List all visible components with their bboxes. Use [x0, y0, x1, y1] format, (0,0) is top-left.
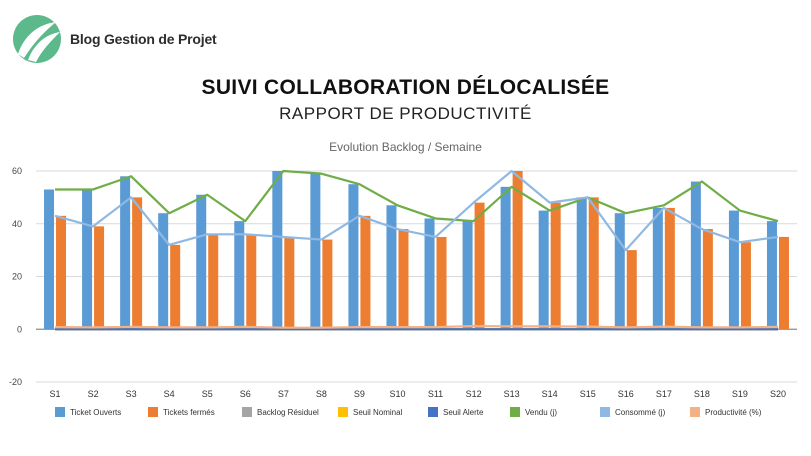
legend-swatch	[428, 407, 438, 417]
bar-ticket-ouverts	[424, 218, 435, 330]
bar-tickets-ferm-s	[778, 236, 789, 330]
legend-label: Seuil Nominal	[353, 408, 403, 417]
x-tick-label: S9	[354, 389, 365, 399]
bar-tickets-ferm-s	[664, 207, 675, 330]
x-tick-label: S14	[542, 389, 558, 399]
x-tick-label: S17	[656, 389, 672, 399]
bar-tickets-ferm-s	[284, 236, 295, 330]
legend-swatch	[690, 407, 700, 417]
legend-swatch	[510, 407, 520, 417]
legend-swatch	[55, 407, 65, 417]
bar-ticket-ouverts	[158, 213, 169, 330]
bar-tickets-ferm-s	[740, 242, 751, 330]
bar-tickets-ferm-s	[398, 229, 409, 330]
bar-ticket-ouverts	[576, 197, 587, 330]
y-tick-label: -20	[9, 377, 22, 387]
bar-ticket-ouverts	[728, 210, 739, 330]
line-consomm-j-	[54, 169, 779, 252]
y-tick-label: 40	[12, 219, 22, 229]
legend-swatch	[242, 407, 252, 417]
bar-tickets-ferm-s	[246, 234, 257, 330]
x-tick-label: S2	[88, 389, 99, 399]
page-subtitle: RAPPORT DE PRODUCTIVITÉ	[279, 104, 532, 123]
brand-name: Blog Gestion de Projet	[70, 31, 217, 47]
x-tick-label: S20	[770, 389, 786, 399]
bar-ticket-ouverts	[310, 173, 321, 330]
legend-swatch	[600, 407, 610, 417]
legend-label: Vendu (j)	[525, 408, 557, 417]
x-tick-label: S13	[504, 389, 520, 399]
bar-tickets-ferm-s	[436, 236, 447, 330]
bar-tickets-ferm-s	[588, 197, 599, 330]
bar-tickets-ferm-s	[360, 215, 371, 330]
bar-ticket-ouverts	[462, 221, 473, 330]
bar-tickets-ferm-s	[322, 239, 333, 330]
bar-tickets-ferm-s	[94, 226, 105, 330]
legend-label: Seuil Alerte	[443, 408, 484, 417]
chart-title: Evolution Backlog / Semaine	[329, 140, 482, 154]
legend-label: Tickets fermés	[163, 408, 215, 417]
bar-ticket-ouverts	[234, 221, 245, 330]
bar-tickets-ferm-s	[56, 215, 67, 330]
x-tick-label: S8	[316, 389, 327, 399]
y-tick-label: 60	[12, 166, 22, 176]
x-tick-label: S5	[202, 389, 213, 399]
x-tick-label: S1	[50, 389, 61, 399]
line-vendu-j-	[55, 169, 779, 223]
x-tick-label: S4	[164, 389, 175, 399]
bar-tickets-ferm-s	[550, 202, 561, 330]
x-tick-label: S11	[428, 389, 443, 399]
x-tick-label: S18	[694, 389, 710, 399]
bar-tickets-ferm-s	[512, 171, 523, 330]
bar-ticket-ouverts	[82, 189, 93, 330]
x-tick-label: S19	[732, 389, 748, 399]
x-tick-label: S6	[240, 389, 251, 399]
legend-swatch	[338, 407, 348, 417]
y-tick-label: 0	[17, 324, 22, 334]
backlog-chart: -20 0 20 40 60 S1 S2 S3 S4 S5 S6 S7 S8 S9 S10 S11 S12 S13…	[9, 166, 797, 417]
bar-tickets-ferm-s	[702, 229, 713, 330]
y-tick-label: 20	[12, 272, 22, 282]
x-tick-label: S7	[278, 389, 289, 399]
bar-ticket-ouverts	[44, 189, 55, 330]
leaf-logo-icon	[13, 15, 61, 63]
bar-ticket-ouverts	[690, 181, 701, 330]
bar-tickets-ferm-s	[170, 244, 181, 330]
bar-ticket-ouverts	[538, 210, 549, 330]
legend-label: Productivité (%)	[705, 408, 762, 417]
x-tick-label: S10	[389, 389, 405, 399]
bar-ticket-ouverts	[272, 171, 283, 330]
bar-tickets-ferm-s	[474, 202, 485, 330]
x-tick-label: S12	[466, 389, 482, 399]
brand-logo: Blog Gestion de Projet	[12, 14, 217, 64]
bar-tickets-ferm-s	[208, 234, 219, 330]
bar-tickets-ferm-s	[132, 197, 143, 330]
legend-label: Backlog Résiduel	[257, 408, 319, 417]
bar-tickets-ferm-s	[626, 250, 637, 330]
legend-label: Ticket Ouverts	[70, 408, 121, 417]
bar-ticket-ouverts	[766, 221, 777, 330]
x-tick-label: S15	[580, 389, 596, 399]
legend-label: Consommé (j)	[615, 408, 666, 417]
x-tick-label: S3	[126, 389, 137, 399]
bar-ticket-ouverts	[652, 207, 663, 330]
bar-ticket-ouverts	[500, 186, 511, 330]
x-tick-label: S16	[618, 389, 634, 399]
bar-ticket-ouverts	[386, 205, 397, 330]
legend-swatch	[148, 407, 158, 417]
page-title: SUIVI COLLABORATION DÉLOCALISÉE	[201, 76, 610, 99]
bar-ticket-ouverts	[120, 176, 131, 330]
bar-ticket-ouverts	[614, 213, 625, 330]
bar-ticket-ouverts	[196, 194, 207, 330]
bar-ticket-ouverts	[348, 184, 359, 330]
line-productivit-	[55, 324, 778, 329]
